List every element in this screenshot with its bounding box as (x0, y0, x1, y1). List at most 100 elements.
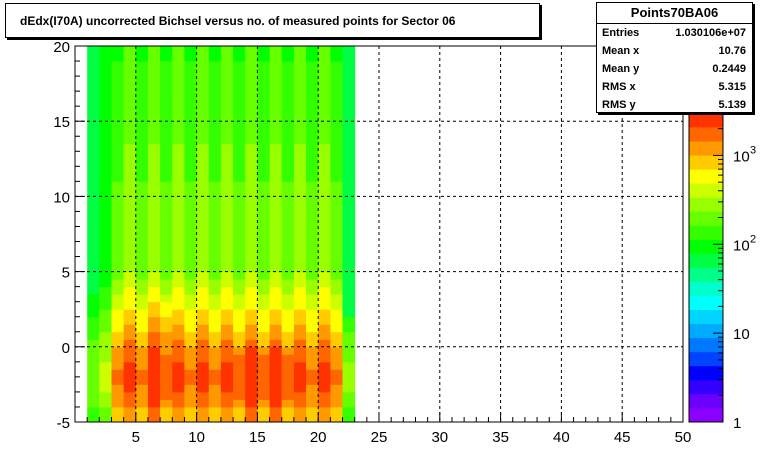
heatmap-cell (281, 128, 295, 137)
y-tick-label: 0 (62, 340, 70, 357)
heatmap-cell (148, 136, 161, 145)
heatmap-cell (306, 98, 319, 107)
heatmap-cell (220, 173, 234, 182)
heatmap-cell (135, 279, 149, 288)
heatmap-cell (172, 249, 185, 257)
heatmap-cell (269, 414, 283, 423)
heatmap-cell (87, 354, 100, 363)
heatmap-cell (269, 113, 283, 122)
heatmap-cell (196, 376, 210, 385)
heatmap-cell (184, 361, 198, 370)
heatmap-cell (306, 414, 319, 423)
heatmap-cell (87, 98, 100, 107)
heatmap-cell (123, 384, 137, 393)
heatmap-cell (257, 83, 271, 92)
heatmap-cell (208, 324, 222, 333)
heatmap-cell (233, 339, 246, 348)
heatmap-cell (330, 173, 344, 182)
heatmap-cell (111, 294, 125, 303)
heatmap-cell (318, 279, 331, 288)
x-tick-label: 30 (431, 429, 448, 446)
heatmap-cell (233, 286, 246, 295)
heatmap-cell (330, 91, 344, 100)
heatmap-cell (342, 151, 356, 160)
heatmap-cell (281, 196, 295, 205)
heatmap-cell (257, 158, 271, 167)
heatmap-cell (111, 151, 125, 160)
heatmap-cell (269, 361, 283, 370)
heatmap-cell (233, 241, 246, 250)
heatmap-cell (135, 136, 149, 145)
heatmap-cell (342, 369, 356, 378)
heatmap-cell (148, 301, 161, 310)
heatmap-cell (220, 91, 234, 100)
heatmap-cell (123, 391, 137, 400)
heatmap-cell (184, 354, 198, 363)
heatmap-cell (342, 158, 356, 167)
heatmap-cell (111, 354, 125, 363)
heatmap-cell (269, 136, 283, 145)
heatmap-cell (330, 226, 344, 235)
heatmap-cell (342, 249, 356, 257)
heatmap-cell (196, 309, 210, 318)
heatmap-cell (172, 399, 185, 408)
heatmap-cell (306, 271, 319, 280)
heatmap-cell (306, 376, 319, 385)
heatmap-cell (330, 264, 344, 273)
heatmap-cell (220, 249, 234, 257)
heatmap-cell (293, 219, 307, 227)
heatmap-cell (293, 384, 307, 393)
heatmap-cell (220, 211, 234, 220)
heatmap-cell (318, 294, 331, 303)
heatmap-cell (257, 68, 271, 77)
heatmap-cell (281, 211, 295, 220)
heatmap-cell (135, 369, 149, 378)
heatmap-cell (233, 376, 246, 385)
heatmap-cell (269, 384, 283, 393)
heatmap-cell (257, 203, 271, 212)
heatmap-cell (135, 113, 149, 122)
heatmap-cell (233, 309, 246, 318)
heatmap-cell (160, 128, 173, 137)
heatmap-cell (196, 46, 210, 54)
heatmap-cell (293, 211, 307, 220)
heatmap-cell (123, 76, 137, 85)
heatmap-cell (330, 98, 344, 107)
heatmap-cell (99, 151, 112, 160)
heatmap-cell (306, 203, 319, 212)
heatmap-cell (342, 256, 356, 265)
heatmap-cell (220, 376, 234, 385)
heatmap-cell (123, 53, 137, 62)
heatmap-cell (281, 219, 295, 227)
heatmap-cell (293, 203, 307, 212)
heatmap-cell (99, 166, 112, 175)
heatmap-cell (269, 391, 283, 400)
heatmap-cell (111, 76, 125, 85)
heatmap-cell (99, 98, 112, 107)
heatmap-cell (220, 143, 234, 152)
heatmap-cell (160, 271, 173, 280)
heatmap-cell (220, 68, 234, 77)
heatmap-cell (196, 219, 210, 227)
heatmap-cell (233, 391, 246, 400)
heatmap-cell (99, 121, 112, 130)
stats-value: 10.76 (718, 45, 746, 57)
heatmap-cell (318, 249, 331, 257)
heatmap-cell (293, 68, 307, 77)
heatmap-cell (87, 234, 100, 242)
heatmap-cell (123, 211, 137, 220)
heatmap-cell (342, 414, 356, 423)
heatmap-cell (148, 271, 161, 280)
heatmap-cell (87, 301, 100, 310)
heatmap-cell (293, 294, 307, 303)
heatmap-cell (160, 301, 173, 310)
heatmap-cell (306, 121, 319, 130)
heatmap-cell (111, 219, 125, 227)
heatmap-cell (293, 369, 307, 378)
heatmap-cell (245, 91, 258, 100)
x-tick-label: 10 (188, 429, 205, 446)
heatmap-cell (172, 61, 185, 69)
heatmap-cell (281, 136, 295, 145)
heatmap-cell (123, 279, 137, 288)
z-tick-label: 10 (733, 148, 750, 165)
